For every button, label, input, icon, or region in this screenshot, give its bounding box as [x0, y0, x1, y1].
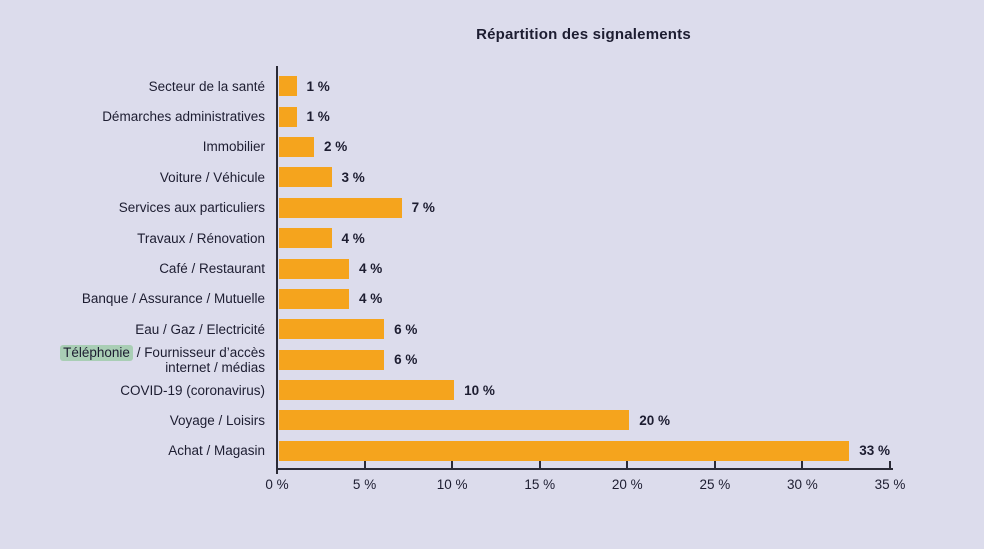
bar: [279, 380, 455, 401]
category-label: Voiture / Véhicule: [159, 169, 265, 185]
x-tick-mark: [451, 461, 454, 469]
x-tick-label: 5 %: [352, 477, 377, 492]
chart-title: Répartition des signalements: [476, 26, 691, 43]
bar-row: Téléphonie / Fournisseur d’accès internet…: [0, 344, 984, 375]
x-tick-label: 10 %: [436, 477, 468, 492]
y-axis-line: [276, 66, 278, 474]
bar-area: 4 %: [277, 228, 890, 249]
bar-area: 1 %: [277, 76, 890, 97]
value-label: 6 %: [394, 321, 418, 337]
bar-row: Banque / Assurance / Mutuelle 4 %: [0, 284, 984, 314]
x-tick-mark: [538, 461, 541, 469]
value-label: 4 %: [359, 261, 383, 277]
x-tick-mark: [626, 461, 629, 469]
bar-area: 33 %: [277, 440, 890, 461]
bar-row: Immobilier 2 %: [0, 132, 984, 162]
x-tick-mark: [889, 461, 891, 469]
bar-area: 20 %: [277, 410, 890, 431]
highlighted-word: Téléphonie: [60, 344, 133, 361]
value-label: 10 %: [464, 382, 495, 398]
bar-area: 4 %: [277, 288, 890, 309]
bar: [279, 197, 402, 218]
bar-area: 2 %: [277, 136, 890, 157]
bar: [279, 167, 332, 188]
bar: [279, 440, 850, 461]
category-label: Banque / Assurance / Mutuelle: [81, 291, 265, 307]
bar: [279, 258, 350, 279]
bar-area: 7 %: [277, 197, 890, 218]
bar: [279, 106, 297, 127]
value-label: 20 %: [639, 412, 671, 428]
bar-rows-container: Secteur de la santé 1 % Démarches administ…: [0, 71, 984, 466]
x-tick-label: 20 %: [611, 477, 643, 492]
value-label: 6 %: [394, 352, 418, 368]
bar: [279, 288, 350, 309]
bar-area: 6 %: [277, 349, 890, 370]
category-label: Travaux / Rénovation: [137, 230, 265, 246]
x-tick-label: 15 %: [524, 477, 556, 492]
category-label: Café / Restaurant: [159, 261, 265, 277]
bar-area: 1 %: [277, 106, 890, 127]
x-tick-label: 0 %: [265, 477, 289, 492]
bar-area: 10 %: [277, 380, 890, 401]
value-label: 3 %: [341, 169, 365, 185]
category-label: Services aux particuliers: [118, 200, 265, 216]
x-tick-mark: [801, 461, 804, 469]
bar: [279, 136, 315, 157]
x-tick-label: 35 %: [874, 477, 906, 492]
bar-row: Services aux particuliers 7 %: [0, 193, 984, 223]
x-tick-label: 25 %: [699, 477, 731, 492]
x-axis-line: [276, 468, 893, 470]
value-label: 2 %: [324, 139, 348, 155]
bar-row: Voiture / Véhicule 3 %: [0, 162, 984, 192]
value-label: 33 %: [859, 443, 890, 459]
bar-row: Achat / Magasin 33 %: [0, 436, 984, 466]
bar-row: Travaux / Rénovation 4 %: [0, 223, 984, 253]
bar: [279, 228, 332, 249]
bar-row: Eau / Gaz / Electricité 6 %: [0, 314, 984, 344]
category-label: Eau / Gaz / Electricité: [135, 321, 265, 337]
x-tick-mark: [713, 461, 716, 469]
value-label: 1 %: [306, 109, 330, 125]
category-label: Démarches administratives: [102, 109, 265, 125]
value-label: 4 %: [359, 291, 383, 307]
category-label: Immobilier: [202, 139, 265, 155]
bar-row: Démarches administratives 1 %: [0, 101, 984, 131]
category-label: Secteur de la santé: [148, 78, 265, 94]
bar: [279, 76, 297, 97]
value-label: 1 %: [306, 78, 330, 94]
category-label: Achat / Magasin: [168, 443, 265, 459]
value-label: 4 %: [341, 230, 365, 246]
x-tick-mark: [276, 461, 278, 469]
x-tick-label: 30 %: [787, 477, 818, 492]
x-tick-mark: [363, 461, 366, 469]
bar: [279, 410, 630, 431]
category-label: COVID-19 (coronavirus): [120, 382, 265, 398]
bar-area: 6 %: [277, 319, 890, 340]
bar-row: Secteur de la santé 1 %: [0, 71, 984, 101]
bar-area: 4 %: [277, 258, 890, 279]
value-label: 7 %: [411, 200, 435, 216]
bar-row: Voyage / Loisirs 20 %: [0, 405, 984, 435]
category-label: Téléphonie / Fournisseur d’accès internet…: [0, 344, 277, 375]
bar: [279, 319, 385, 340]
bar-row: COVID-19 (coronavirus) 10 %: [0, 375, 984, 405]
bar-row: Café / Restaurant 4 %: [0, 253, 984, 283]
bar-area: 3 %: [277, 167, 890, 188]
category-label: Voyage / Loisirs: [169, 412, 265, 428]
bar: [279, 349, 385, 370]
